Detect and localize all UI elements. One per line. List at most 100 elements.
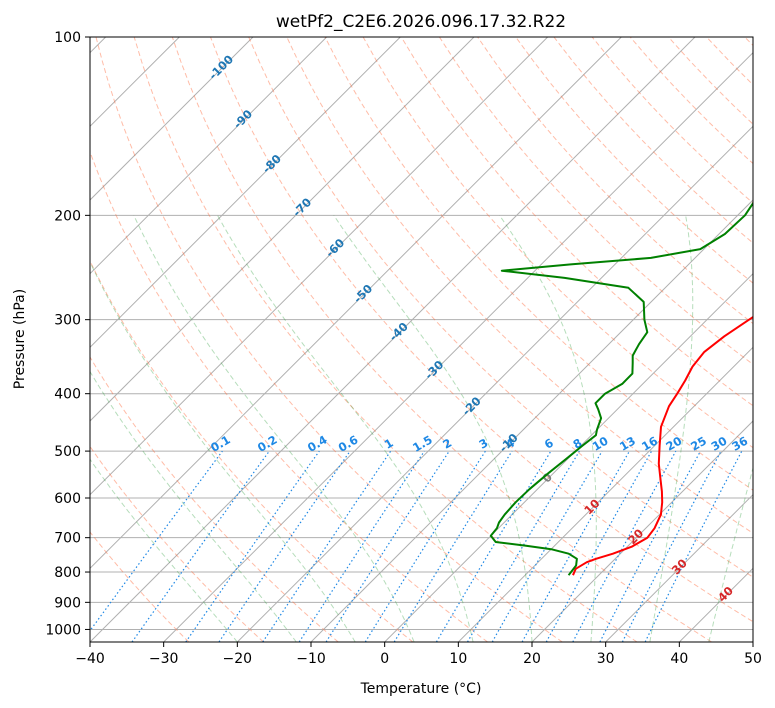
isotherm-label: -50 (351, 281, 376, 306)
y-tick-label: 500 (54, 444, 81, 460)
mixing-ratio-lines (90, 450, 743, 642)
dry-adiabat (324, 37, 753, 491)
y-tick-label: 700 (54, 531, 81, 547)
moist-adiabat (217, 215, 474, 642)
x-axis: −40 −30 −20 −10 0 10 20 30 40 50 (75, 642, 762, 667)
dry-adiabat (90, 531, 190, 642)
isotherm-label: 10 (581, 496, 602, 517)
mixing-ratio-label: 13 (617, 434, 638, 454)
dry-adiabat (90, 445, 264, 642)
isotherm-line (310, 199, 753, 642)
moist-adiabats (90, 215, 753, 642)
mixing-ratio-label: 20 (663, 434, 684, 454)
isotherm-line (90, 37, 254, 201)
x-axis-label: Temperature (°C) (360, 681, 482, 697)
plot-frame (89, 36, 754, 643)
x-tick-label: 40 (670, 651, 688, 667)
isotherm-line (457, 346, 753, 642)
isotherm-line (90, 37, 401, 349)
isotherm-line (531, 420, 753, 642)
y-tick-label: 900 (54, 595, 81, 611)
x-tick-label: 10 (449, 651, 467, 667)
isotherms (90, 37, 753, 642)
dry-adiabat (171, 37, 712, 642)
y-tick-label: 600 (54, 491, 81, 507)
dry-adiabat (248, 37, 753, 578)
dry-adiabat (515, 37, 753, 284)
moist-adiabat (90, 370, 297, 642)
mixing-ratio-line (545, 450, 653, 642)
x-tick-label: −40 (75, 651, 105, 667)
mixing-ratio-label: 2 (440, 436, 454, 452)
isotherm-line (90, 37, 475, 422)
mixing-ratio-line (393, 450, 513, 642)
dry-adiabat (210, 37, 753, 623)
x-tick-label: 20 (523, 651, 541, 667)
mixing-ratio-line (218, 450, 351, 642)
mixing-ratio-line (185, 450, 320, 642)
isotherm-label: -30 (422, 358, 447, 383)
y-tick-label: 1000 (45, 622, 81, 638)
moist-adiabat (499, 215, 597, 642)
profiles (489, 201, 753, 576)
isotherm-label: -90 (231, 107, 256, 132)
dry-adiabat (744, 37, 753, 47)
mixing-ratio-label: 16 (639, 434, 660, 454)
y-axis: 100 200 300 400 500 600 700 800 900 1000 (45, 30, 90, 638)
moist-adiabat (90, 260, 356, 642)
x-tick-label: 0 (380, 651, 389, 667)
isotherm-line (90, 37, 549, 496)
y-tick-label: 400 (54, 387, 81, 403)
y-tick-label: 100 (54, 30, 81, 46)
isotherm-line (605, 493, 753, 642)
mixing-ratio-line (90, 450, 223, 632)
isotherm-line (90, 37, 696, 642)
isotherm-label: -100 (206, 52, 236, 82)
moist-adiabat (708, 466, 753, 642)
isotherm-label: 30 (669, 556, 690, 577)
moist-adiabat (649, 215, 694, 642)
mixing-ratio-line (131, 450, 270, 642)
mixing-ratio-line (644, 450, 743, 642)
isotherm-line (236, 125, 753, 642)
y-tick-label: 300 (54, 313, 81, 329)
mixing-ratio-line (298, 450, 425, 642)
dry-adiabat (400, 37, 753, 407)
mixing-ratio-label: 6 (542, 436, 556, 452)
x-tick-label: −10 (296, 651, 326, 667)
isotherm-label: -60 (323, 236, 348, 261)
mixing-ratio-line (262, 450, 392, 642)
mixing-ratio-label: 10 (590, 434, 611, 454)
mixing-ratio-line (572, 450, 677, 642)
isotherm-label: 40 (715, 584, 736, 605)
mixing-ratio-line (325, 450, 450, 642)
mixing-ratio-label: 36 (729, 434, 750, 454)
mixing-ratio-line (466, 450, 580, 642)
isotherm-line (90, 37, 622, 570)
mixing-ratio-line (521, 450, 631, 642)
moist-adiabat (333, 215, 533, 642)
dewpoint-profile (489, 201, 753, 576)
isotherm-label: -20 (459, 394, 484, 419)
dry-adiabat (362, 37, 753, 449)
y-axis-label: Pressure (hPa) (12, 289, 28, 389)
isotherm-line (163, 51, 753, 642)
dry-adiabat (438, 37, 753, 366)
dry-adiabat (706, 37, 753, 86)
moist-adiabat (90, 458, 238, 642)
x-tick-label: 30 (597, 651, 615, 667)
mixing-ratio-label: 25 (688, 434, 709, 454)
dry-adiabats (90, 37, 753, 642)
isotherm-line (90, 37, 328, 275)
y-tick-label: 200 (54, 208, 81, 224)
chart-title: wetPf2_C2E6.2026.096.17.32.R22 (276, 12, 566, 32)
moist-adiabat (133, 215, 415, 642)
x-tick-label: 50 (744, 651, 762, 667)
isotherm-label: -40 (386, 319, 411, 344)
mixing-ratio-line (621, 450, 722, 642)
x-tick-label: −20 (223, 651, 253, 667)
plot-area: 0.1 0.2 0.4 0.6 1 1.5 2 3 4 6 8 10 13 16 20 25 30 36-100-… (90, 37, 753, 642)
isotherm-line (752, 641, 753, 642)
temperature-profile (572, 315, 753, 576)
